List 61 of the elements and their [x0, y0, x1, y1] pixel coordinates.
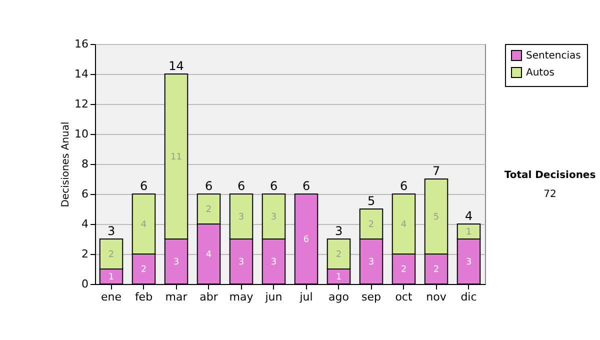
y-tick-label: 0 — [82, 278, 88, 290]
total-label: 4 — [464, 209, 473, 223]
data-label: 2 — [108, 250, 114, 260]
data-label: 3 — [173, 258, 180, 268]
x-tick-label: may — [229, 290, 254, 304]
total-label: 6 — [302, 179, 310, 193]
y-tick-label: 8 — [82, 158, 88, 170]
total-label: 3 — [107, 224, 116, 238]
x-tick-label: nov — [426, 290, 447, 304]
data-label: 2 — [433, 265, 440, 275]
x-tick-label: mar — [165, 290, 188, 304]
y-axis-title: Decisiones Anual — [60, 122, 72, 208]
y-tick-label: 14 — [74, 68, 88, 80]
y-tick-label: 2 — [82, 248, 88, 260]
x-tick-label: sep — [362, 290, 382, 304]
data-label: 1 — [336, 272, 342, 282]
data-label: 4 — [206, 250, 212, 260]
x-tick-label: jun — [264, 290, 282, 304]
x-tick-label: ago — [328, 290, 350, 304]
total-label: 6 — [204, 179, 213, 193]
y-tick-label: 16 — [74, 38, 88, 50]
data-label: 4 — [400, 220, 407, 230]
data-label: 2 — [140, 265, 147, 275]
text: 72 — [542, 189, 558, 200]
data-label: 6 — [303, 235, 310, 245]
x-tick-label: dic — [460, 290, 477, 304]
data-label: 3 — [238, 212, 244, 222]
data-label: 2 — [400, 265, 407, 275]
x-tick-label: feb — [134, 290, 153, 304]
total-label: 3 — [334, 224, 343, 238]
legend-label: Autos — [526, 68, 554, 78]
data-label: 11 — [170, 152, 182, 162]
legend-label: Sentencias — [526, 50, 581, 62]
total-label: 14 — [168, 59, 184, 73]
total-label: 5 — [367, 194, 376, 208]
data-label: 1 — [466, 228, 472, 238]
data-label: 3 — [368, 258, 374, 268]
y-tick-label: 12 — [74, 98, 88, 110]
x-tick-label: ene — [100, 290, 122, 304]
y-tick-label: 4 — [82, 218, 88, 230]
total-label: 7 — [432, 164, 440, 178]
data-label: 3 — [466, 258, 472, 268]
total-label: 6 — [237, 179, 246, 193]
total-label: 6 — [270, 179, 278, 193]
data-label: 1 — [108, 272, 114, 282]
x-tick-label: oct — [395, 290, 413, 304]
x-tick-label: jul — [298, 290, 313, 304]
data-label: 5 — [433, 212, 440, 222]
y-tick-label: 6 — [82, 188, 88, 200]
total-label: 6 — [140, 179, 148, 193]
data-label: 3 — [270, 212, 277, 222]
x-tick-label: abr — [200, 290, 218, 304]
total-label: 6 — [400, 179, 408, 193]
data-label: 3 — [270, 258, 277, 268]
data-label: 4 — [140, 220, 147, 230]
data-label: 3 — [238, 258, 244, 268]
data-label: 2 — [206, 205, 212, 215]
data-label: 2 — [368, 220, 374, 230]
y-tick-label: 10 — [74, 128, 88, 140]
text: Total Decisiones — [503, 170, 597, 181]
data-label: 2 — [336, 250, 342, 260]
